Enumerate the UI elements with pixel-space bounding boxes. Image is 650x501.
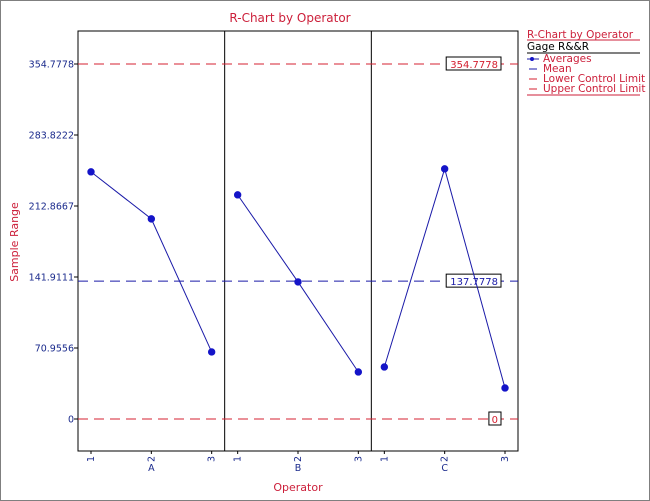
x-tick-label: 1 <box>379 456 390 462</box>
legend-marker-averages <box>530 57 534 61</box>
series-line-A <box>90 171 213 353</box>
x-tick-label: 2 <box>440 456 451 462</box>
data-point <box>87 168 95 176</box>
data-point <box>207 348 216 356</box>
data-point <box>380 363 389 371</box>
legend-group: Gage R&&R <box>527 41 589 53</box>
x-axis-title: Operator <box>273 481 323 494</box>
lcl-label-box <box>488 411 502 426</box>
ucl-label: 354.7778 <box>450 60 498 71</box>
y-axis-title: Sample Range <box>8 202 21 282</box>
data-point <box>440 165 449 173</box>
legend-entry: Upper Control Limit <box>543 83 645 95</box>
mean-label: 137.7778 <box>450 277 498 288</box>
ucl-label-box <box>445 56 502 71</box>
x-tick-label: 3 <box>353 456 364 462</box>
data-point <box>294 278 302 286</box>
data-point <box>147 215 156 223</box>
x-tick-label: 3 <box>500 456 511 462</box>
legend-entry: Lower Control Limit <box>543 73 645 85</box>
plot-border <box>77 30 519 452</box>
x-tick-label: 3 <box>207 456 218 462</box>
data-point <box>501 384 509 392</box>
y-tick-label: 283.8222 <box>29 131 74 142</box>
data-point <box>354 368 363 376</box>
data-point <box>233 191 242 199</box>
x-tick-label: 2 <box>146 456 157 462</box>
x-tick-label: 1 <box>86 456 97 462</box>
operator-label: C <box>441 463 448 474</box>
x-tick-label: 1 <box>233 456 244 462</box>
legend-entry: Mean <box>543 63 572 75</box>
y-tick-label: 141.9111 <box>29 273 74 284</box>
x-tick-label: 2 <box>293 456 304 462</box>
legend-title: R-Chart by Operator <box>527 29 634 41</box>
operator-label: A <box>148 463 155 474</box>
operator-label: B <box>295 463 302 474</box>
y-tick-label: 0 <box>68 415 74 426</box>
chart-title: R-Chart by Operator <box>229 11 350 25</box>
y-tick-label: 212.8667 <box>29 201 74 212</box>
y-tick-label: 354.7778 <box>29 60 74 71</box>
plot-area: 0 70.9556 141.9111 212.8667 283.8222 354.7778… <box>29 30 519 474</box>
legend-entry: Averages <box>543 53 592 65</box>
y-tick-label: 70.9556 <box>35 343 74 354</box>
lcl-label: 0 <box>492 415 498 426</box>
